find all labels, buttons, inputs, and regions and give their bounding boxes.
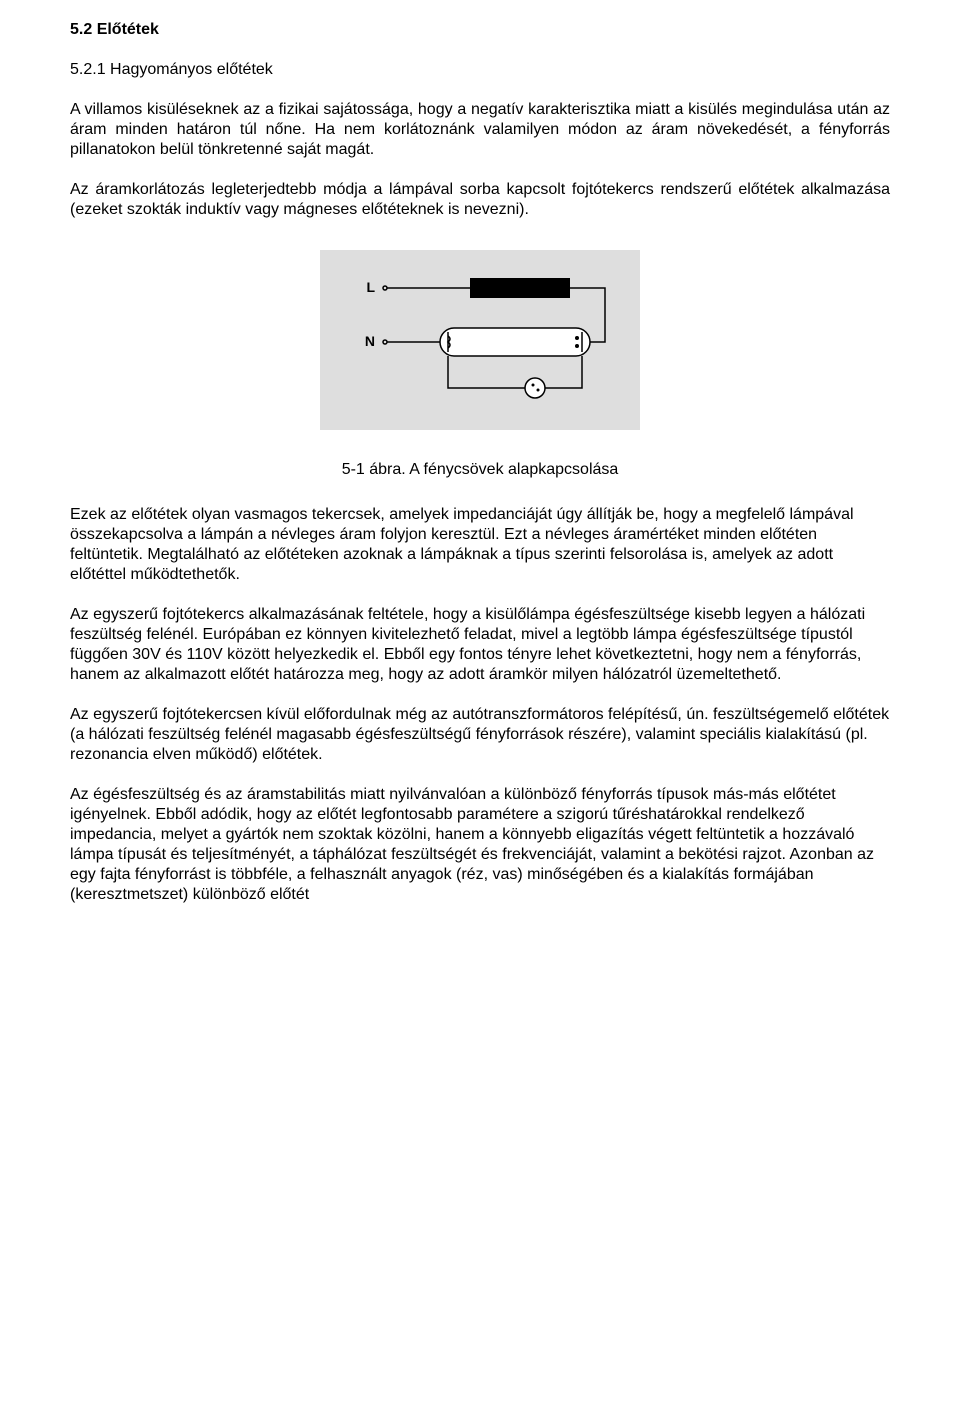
circuit-diagram: L N [70,250,890,430]
paragraph-2: Az áramkorlátozás legleterjedtebb módja … [70,180,890,220]
figure-caption: 5-1 ábra. A fénycsövek alapkapcsolása [70,460,890,480]
subsection-title: 5.2.1 Hagyományos előtétek [70,60,890,80]
section-title: 5.2 Előtétek [70,20,890,40]
svg-text:N: N [365,333,375,349]
paragraph-3: Ezek az előtétek olyan vasmagos tekercse… [70,505,890,585]
paragraph-4: Az egyszerű fojtótekercs alkalmazásának … [70,605,890,685]
paragraph-6: Az égésfeszültség és az áramstabilitás m… [70,785,890,905]
svg-text:L: L [366,279,375,295]
paragraph-1: A villamos kisüléseknek az a fizikai saj… [70,100,890,160]
paragraph-5: Az egyszerű fojtótekercsen kívül előford… [70,705,890,765]
